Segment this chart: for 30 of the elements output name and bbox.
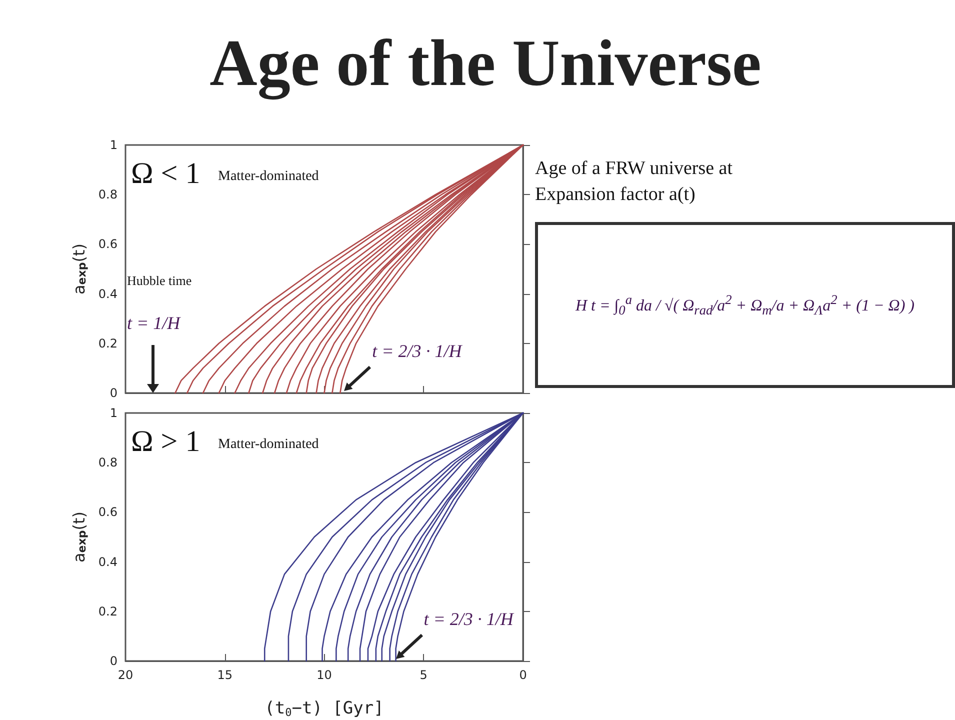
- y-tick-label: 0: [110, 654, 118, 668]
- annotation: Matter-dominated: [218, 169, 319, 185]
- y-tick-label: 0.4: [98, 286, 118, 301]
- x-tick-label: 10: [316, 668, 332, 682]
- y-tick-label: 0.8: [98, 456, 118, 470]
- annotation: t = 1/H: [127, 313, 180, 334]
- x-tick-label: 15: [217, 668, 233, 682]
- x-tick-label: 5: [420, 668, 428, 682]
- annotation: t = 2/3 · 1/H: [424, 609, 514, 630]
- y-tick-label: 0.8: [98, 188, 118, 202]
- y-tick-label: 1: [110, 138, 118, 152]
- annotation: t = 2/3 · 1/H: [372, 341, 462, 362]
- annotation: Hubble time: [127, 273, 192, 289]
- y-tick-label: 0.4: [98, 554, 118, 569]
- annotation: Matter-dominated: [218, 437, 319, 453]
- text: H t = ∫$_{0}$$^{a}$ da / √( Ω$_{rad}$/a$^{2}$ + Ω$_{m}$/a + Ω$_{Λ}$a$^{2}$ + (1 − Ω) ): [575, 292, 914, 318]
- y-axis-title: aexp(t): [70, 244, 88, 294]
- annotation: Ω < 1: [131, 157, 200, 191]
- annotation: Ω > 1: [131, 425, 200, 459]
- x-tick-label: 0: [519, 668, 527, 682]
- y-tick-label: 0.2: [98, 604, 118, 618]
- y-tick-label: 0.6: [98, 505, 118, 520]
- y-tick-label: 1: [110, 406, 118, 420]
- y-axis-title: aexp(t): [70, 512, 88, 562]
- text: Age of a FRW universe at Expansion factor a(t): [535, 157, 734, 207]
- y-tick-label: 0.2: [98, 336, 118, 350]
- chart-title: Age of the Universe: [208, 26, 762, 102]
- y-tick-label: 0.6: [98, 237, 118, 252]
- y-tick-label: 0: [110, 386, 118, 400]
- x-tick-label: 20: [118, 668, 134, 682]
